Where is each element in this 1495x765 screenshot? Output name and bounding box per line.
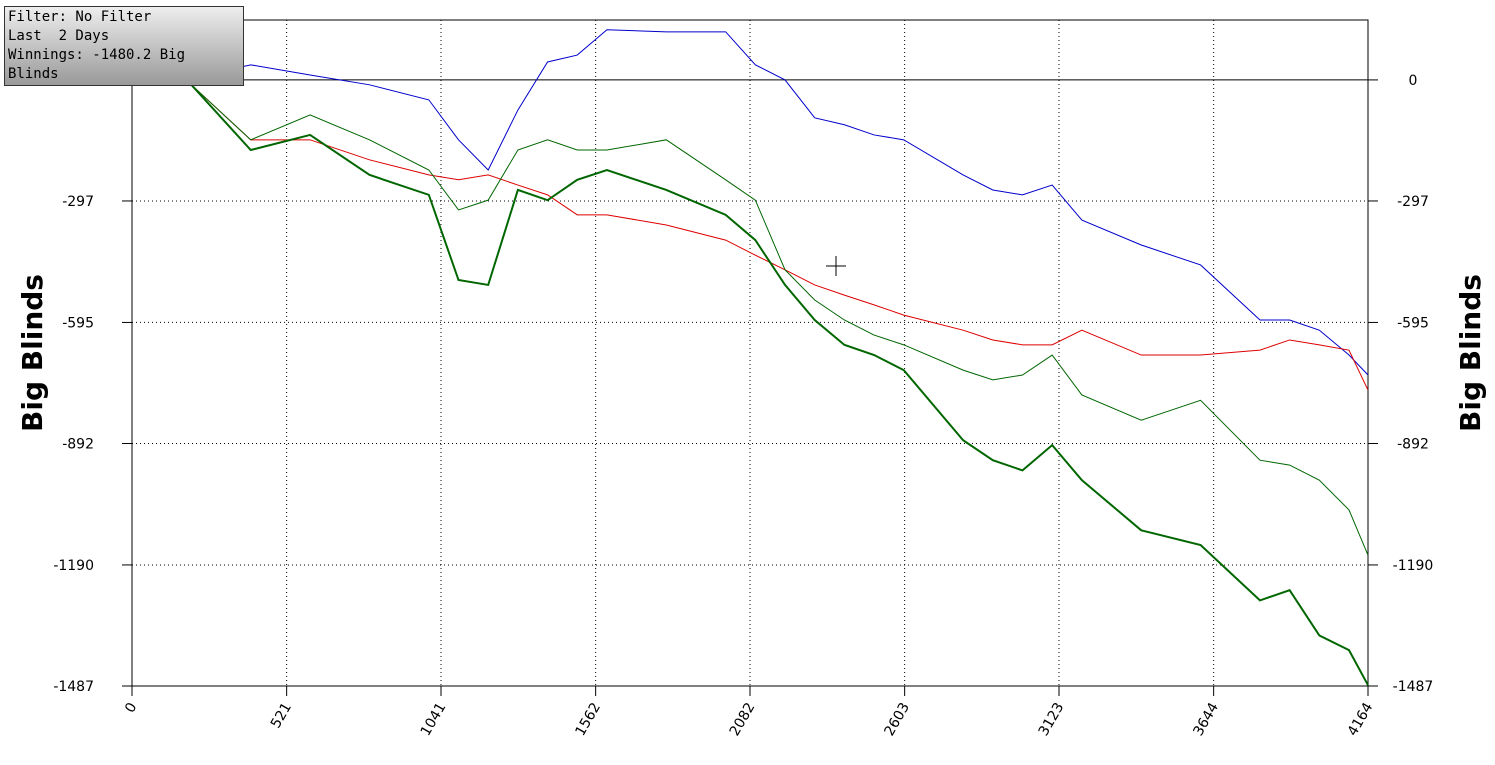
y-tick-label: -297 — [62, 194, 94, 210]
series-line — [131, 79, 1369, 391]
info-box: Filter: No Filter Last 2 Days Winnings: … — [4, 6, 244, 86]
series-line — [131, 79, 1369, 556]
x-tick-label: 3644 — [1190, 700, 1222, 739]
y2-tick-label: -1487 — [1393, 679, 1434, 695]
info-line: Last 2 Days — [8, 28, 110, 44]
y2-tick-label: -1190 — [1393, 558, 1434, 574]
y-tick-label: -892 — [62, 436, 94, 452]
y2-tick-label: -595 — [1397, 315, 1429, 331]
x-tick-label: 4164 — [1345, 700, 1377, 739]
y-tick-label: -1190 — [53, 558, 94, 574]
x-tick-label: 3123 — [1036, 700, 1068, 739]
y2-tick-label: 0 — [1409, 73, 1418, 89]
info-line: Winnings: -1480.2 Big Blinds — [8, 47, 186, 82]
series-line — [131, 78, 1369, 686]
y2-tick-label: -297 — [1397, 194, 1429, 210]
x-tick-label: 1562 — [572, 700, 604, 739]
x-tick-label: 1041 — [418, 700, 450, 739]
info-line: Filter: No Filter — [8, 9, 152, 25]
y-tick-label: -1487 — [53, 679, 94, 695]
x-tick-label: 0 — [122, 700, 140, 716]
crosshair — [826, 256, 846, 276]
y2-tick-label: -892 — [1397, 436, 1429, 452]
x-tick-label: 2603 — [881, 700, 913, 739]
y-tick-label: -595 — [62, 315, 94, 331]
x-tick-label: 2082 — [727, 700, 759, 739]
y-axis-label: Big Blinds — [16, 274, 49, 432]
x-tick-label: 521 — [268, 700, 295, 731]
y2-axis-label: Big Blinds — [1454, 274, 1487, 432]
series-line — [131, 29, 1369, 376]
